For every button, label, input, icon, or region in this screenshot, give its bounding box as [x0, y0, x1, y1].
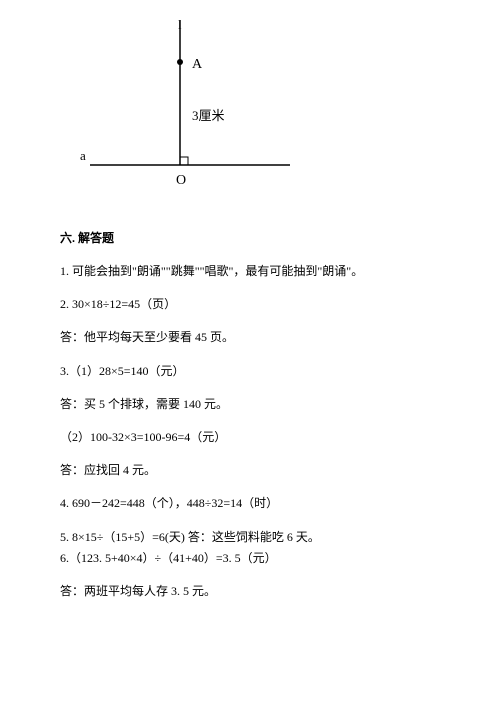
answer-q3-part1-calc: 3.（1）28×5=140（元）: [60, 362, 440, 381]
section-title: 六. 解答题: [60, 229, 440, 246]
answer-q3-part2-text: 答：应找回 4 元。: [60, 461, 440, 480]
right-angle-marker: [180, 157, 188, 165]
answer-q2-text: 答：他平均每天至少要看 45 页。: [60, 328, 440, 347]
answer-q6-calc: 6.（123. 5+40×4）÷（41+40）=3. 5（元）: [60, 549, 440, 568]
label-3cm: 3厘米: [192, 108, 225, 123]
label-a: a: [80, 148, 86, 163]
answer-q3-part1-text: 答：买 5 个排球，需要 140 元。: [60, 395, 440, 414]
label-l: l: [178, 20, 182, 32]
answer-q2-calc: 2. 30×18÷12=45（页）: [60, 295, 440, 314]
label-A: A: [192, 57, 203, 72]
point-A-marker: [177, 59, 183, 65]
answer-q1: 1. 可能会抽到"朗诵""跳舞""唱歌"，最有可能抽到"朗诵"。: [60, 262, 440, 281]
label-O: O: [176, 173, 186, 188]
diagram-svg: l A 3厘米 a O: [80, 20, 310, 195]
geometry-diagram: l A 3厘米 a O: [80, 20, 440, 199]
answer-q3-part2-calc: （2）100-32×3=100-96=4（元）: [60, 428, 440, 447]
answer-q5: 5. 8×15÷（15+5）=6(天) 答：这些饲料能吃 6 天。: [60, 528, 440, 547]
answer-q6-text: 答：两班平均每人存 3. 5 元。: [60, 582, 440, 601]
answer-q4: 4. 690－242=448（个），448÷32=14（时）: [60, 494, 440, 513]
